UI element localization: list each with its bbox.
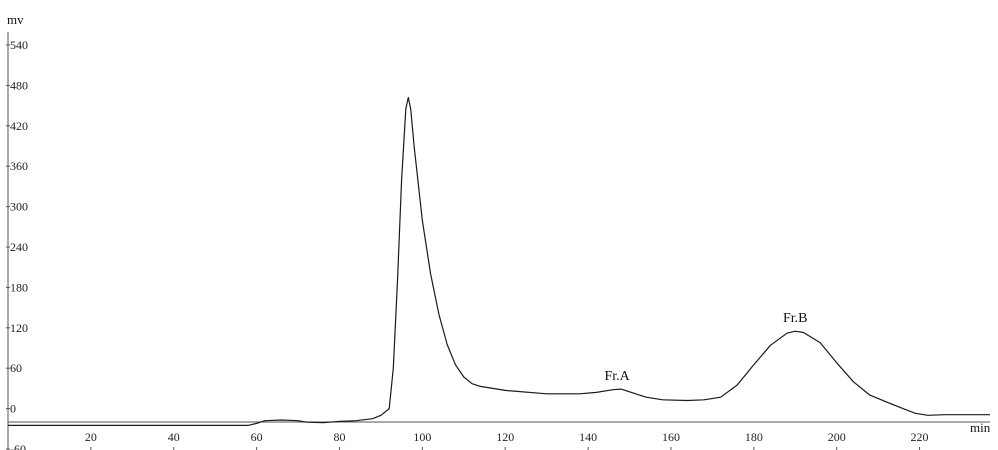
x-tick-label: 60 (251, 430, 263, 444)
x-tick-label: 120 (496, 430, 514, 444)
y-tick-label: 180 (10, 280, 28, 294)
x-tick-label: 80 (333, 430, 345, 444)
y-tick-label: 60 (10, 361, 22, 375)
y-tick-label: 360 (10, 159, 28, 173)
x-tick-label: 200 (828, 430, 846, 444)
y-tick-label: 0 (10, 402, 16, 416)
x-tick-label: 40 (168, 430, 180, 444)
x-axis-label: min (970, 420, 991, 435)
y-tick-label: 420 (10, 119, 28, 133)
y-tick-label: -60 (10, 442, 26, 450)
y-tick-label: 240 (10, 240, 28, 254)
y-tick-label: 120 (10, 321, 28, 335)
x-axis: 20 40 60 80 100 120 140 160 180 200 220 (8, 421, 990, 450)
x-tick-label: 140 (579, 430, 597, 444)
y-tick-label: 540 (10, 38, 28, 52)
y-axis: 540 480 420 360 300 240 180 120 60 0 -60 (6, 32, 28, 450)
peak-annotation-label: Fr.B (783, 311, 808, 326)
x-tick-label: 20 (85, 430, 97, 444)
signal-trace-line (8, 96, 990, 426)
series-group (8, 96, 990, 426)
peak-annotation-label: Fr.A (604, 369, 630, 384)
y-tick-label: 480 (10, 78, 28, 92)
y-axis-label: mv (7, 12, 24, 27)
x-tick-label: 180 (745, 430, 763, 444)
x-tick-label: 100 (413, 430, 431, 444)
annotation-group: Fr.A Fr.B (604, 311, 807, 384)
x-tick-label: 160 (662, 430, 680, 444)
y-tick-label: 300 (10, 200, 28, 214)
x-tick-label: 220 (911, 430, 929, 444)
